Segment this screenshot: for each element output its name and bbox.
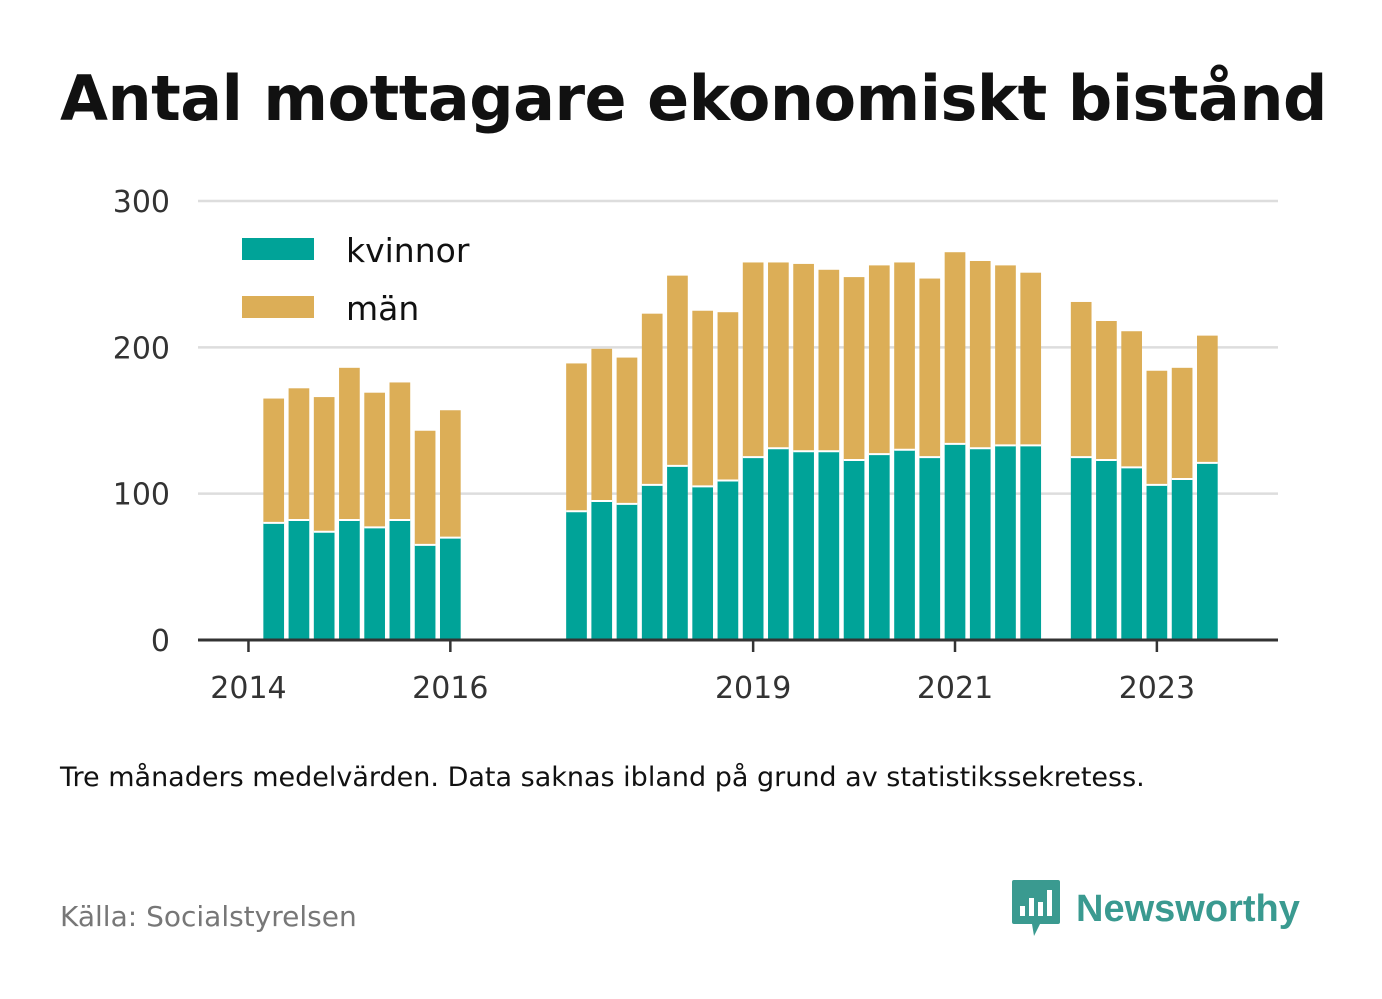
bar-kvinnor <box>692 486 714 640</box>
x-tick-label: 2023 <box>1119 671 1195 706</box>
bar-kvinnor <box>944 443 966 640</box>
y-tick-label: 0 <box>151 624 170 659</box>
bar-kvinnor <box>616 503 638 640</box>
bar-man <box>868 265 890 455</box>
chart-title: Antal mottagare ekonomiskt bistånd <box>60 62 1327 135</box>
bar-man <box>1197 335 1218 463</box>
bar-kvinnor <box>1070 457 1092 640</box>
bar-kvinnor <box>1020 445 1042 640</box>
bar-man <box>566 363 587 512</box>
bar-man <box>793 263 814 452</box>
bar-kvinnor <box>742 457 764 640</box>
bar-man <box>263 398 285 523</box>
brand-logo: Newsworthy <box>1010 878 1300 940</box>
brand-name: Newsworthy <box>1076 887 1300 930</box>
bar-kvinnor <box>768 448 789 640</box>
bar-kvinnor <box>566 511 587 640</box>
bar-kvinnor <box>263 522 285 640</box>
bar-kvinnor <box>1096 460 1117 640</box>
bar-kvinnor <box>439 537 461 640</box>
bar-man <box>439 410 461 538</box>
bar-kvinnor <box>591 500 613 640</box>
bar-chart: 2014 2016 2019 2021 2023 0 100 200 300 kvinnor m… <box>113 185 1278 706</box>
bar-man <box>768 262 789 449</box>
bar-man <box>288 388 310 521</box>
x-tick-label: 2019 <box>715 671 791 706</box>
x-tick-label: 2016 <box>412 671 488 706</box>
bar-man <box>717 312 739 481</box>
bar-kvinnor <box>919 457 941 640</box>
legend-label: kvinnor <box>346 231 470 270</box>
y-tick-label: 100 <box>113 478 170 513</box>
bar-man <box>919 278 941 458</box>
bar-kvinnor <box>894 449 915 640</box>
bar-man <box>818 269 840 452</box>
bar-kvinnor <box>667 465 688 640</box>
bar-man <box>1121 331 1142 468</box>
bar-man <box>843 277 865 461</box>
y-tick-label: 200 <box>113 331 170 366</box>
bar-man <box>969 260 991 449</box>
bar-kvinnor <box>793 451 814 640</box>
bar-man <box>414 430 436 545</box>
x-tick-label: 2014 <box>210 671 286 706</box>
bar-man <box>692 310 714 487</box>
legend-label: män <box>346 289 419 328</box>
bar-series <box>263 252 1218 640</box>
bar-kvinnor <box>1121 467 1142 640</box>
legend-swatch <box>242 296 314 318</box>
bar-man <box>894 262 915 450</box>
legend: kvinnor män <box>242 231 470 328</box>
legend-swatch <box>242 238 314 260</box>
y-tick-label: 300 <box>113 185 170 220</box>
bar-kvinnor <box>843 460 865 640</box>
bar-kvinnor <box>288 520 310 640</box>
bar-man <box>1171 367 1193 480</box>
bar-man <box>1096 320 1117 461</box>
bar-man <box>1020 272 1042 446</box>
bar-man <box>591 348 613 501</box>
bar-kvinnor <box>818 451 840 640</box>
bar-kvinnor <box>717 480 739 640</box>
x-tick-label: 2021 <box>917 671 993 706</box>
bar-kvinnor <box>641 484 663 640</box>
bar-man <box>742 262 764 458</box>
source-credit: Källa: Socialstyrelsen <box>60 900 357 933</box>
bar-man <box>339 367 360 521</box>
bar-kvinnor <box>1146 484 1168 640</box>
bar-man <box>1070 301 1092 458</box>
bar-kvinnor <box>313 531 335 640</box>
bar-kvinnor <box>868 454 890 640</box>
bar-man <box>667 275 688 466</box>
newsworthy-logo-icon <box>1012 880 1060 936</box>
y-axis-ticks: 0 100 200 300 <box>113 185 170 659</box>
bar-kvinnor <box>414 544 436 640</box>
bar-man <box>1146 370 1168 485</box>
bar-man <box>313 397 335 532</box>
x-axis: 2014 2016 2019 2021 2023 <box>198 638 1278 706</box>
bar-man <box>641 313 663 485</box>
bar-man <box>364 392 385 528</box>
bar-kvinnor <box>995 445 1016 640</box>
bar-man <box>995 265 1016 446</box>
bar-man <box>389 382 411 521</box>
chart-note: Tre månaders medelvärden. Data saknas ib… <box>60 762 1145 793</box>
bar-man <box>944 252 966 444</box>
bar-man <box>616 357 638 504</box>
bar-kvinnor <box>339 520 360 640</box>
bar-kvinnor <box>364 527 385 640</box>
bar-kvinnor <box>389 520 411 640</box>
bar-kvinnor <box>969 448 991 640</box>
bar-kvinnor <box>1171 479 1193 640</box>
bar-kvinnor <box>1197 462 1218 640</box>
